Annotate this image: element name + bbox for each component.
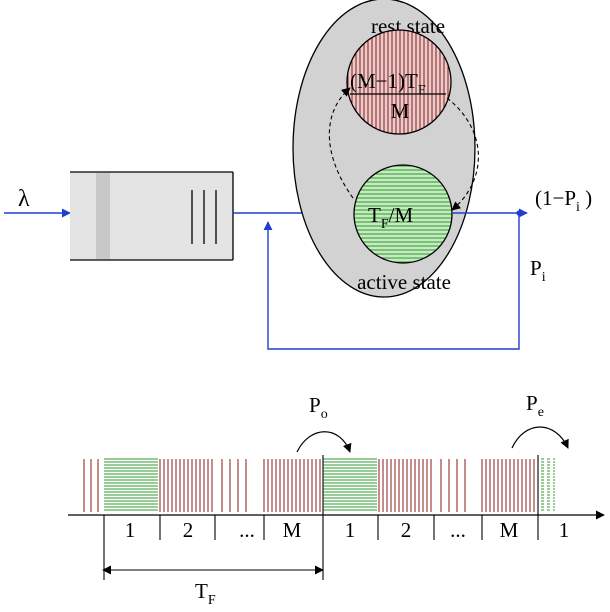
- timeline-rest-lead: [83, 459, 99, 512]
- timeline-rest-2: [159, 459, 213, 512]
- rest-state-circle: [346, 29, 452, 135]
- timeline-rest-ellipsis-2: [440, 459, 466, 512]
- slot-label: ...: [239, 518, 255, 542]
- timeline-rest-ellipsis: [221, 459, 247, 512]
- rest-numerator: (M−1)T: [350, 69, 418, 93]
- slot-label: 1: [125, 518, 136, 542]
- active-rest: /M: [389, 203, 414, 227]
- active-state-label: active state: [357, 270, 451, 294]
- timeline-slots: 1 2... M 1 2... M 1: [125, 518, 570, 542]
- queue-buffer: [70, 171, 234, 261]
- po-label: Po: [309, 393, 328, 422]
- transition-to-active: [446, 97, 479, 211]
- arrival-rate-label: λ: [18, 186, 30, 212]
- timeline: 1 2... M 1 2... M 1: [68, 455, 605, 580]
- timeline-active-1: [104, 458, 158, 511]
- transition-to-rest: [328, 87, 354, 199]
- feedback-loop: [263, 213, 520, 350]
- slot-label: M: [500, 518, 519, 542]
- output-probability-label: (1−Pi ): [535, 186, 592, 215]
- pe-jump-arrow: [511, 426, 569, 449]
- slot-label: ...: [450, 518, 466, 542]
- timeline-rest-m-2: [481, 459, 535, 512]
- timeline-active-partial: [541, 458, 555, 511]
- slot-label: 1: [559, 518, 570, 542]
- active-duration-label: TF/M: [368, 203, 413, 232]
- slot-label: 1: [345, 518, 356, 542]
- timeline-rest-m: [263, 459, 321, 512]
- feedback-probability-label: Pi: [530, 256, 546, 285]
- timeline-active-2: [323, 458, 377, 511]
- pe-label: Pe: [526, 391, 544, 420]
- rest-numerator-sub: F: [418, 83, 426, 98]
- rest-denominator: M: [391, 99, 410, 123]
- svg-text:(M−1)TF: (M−1)TF: [350, 69, 426, 98]
- slot-label: M: [283, 518, 302, 542]
- timeline-rest-3: [378, 459, 432, 512]
- slot-label: 2: [401, 518, 412, 542]
- slot-label: 2: [183, 518, 194, 542]
- frame-length-label: TF: [195, 579, 216, 607]
- timeline-ticks: [103, 455, 539, 580]
- po-jump-arrow: [296, 431, 352, 453]
- rest-duration-label: (M−1)TF M: [350, 69, 446, 123]
- active-sub: F: [381, 217, 389, 232]
- active-main: T: [368, 203, 381, 227]
- timeline-blocks: [83, 458, 555, 512]
